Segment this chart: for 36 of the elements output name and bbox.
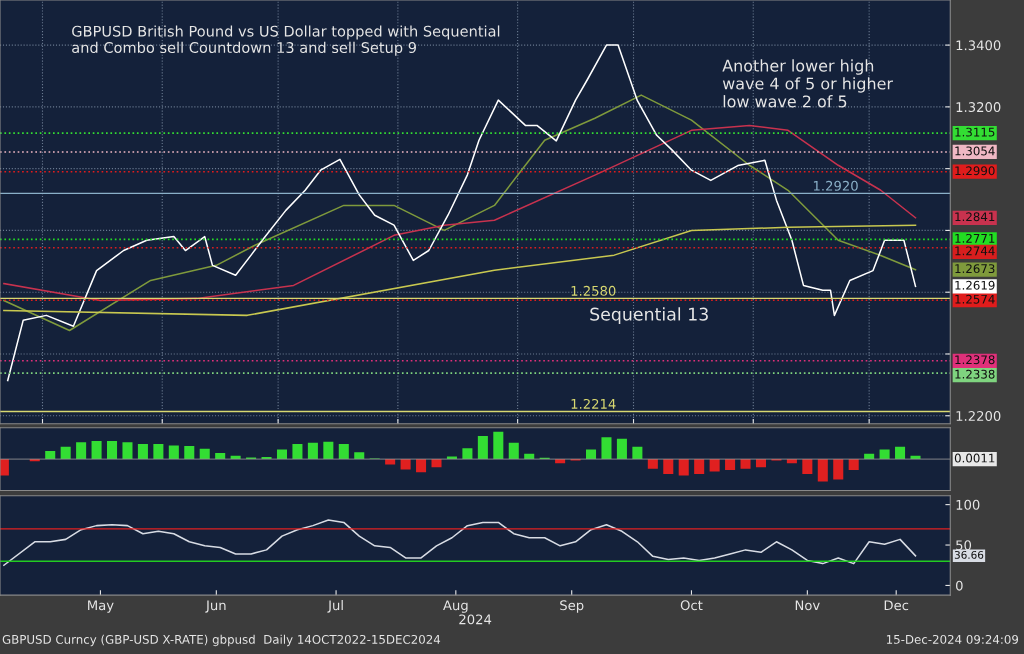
ref-line-label: 1.3054 (955, 146, 995, 156)
annotation: Sequential 13 (590, 307, 708, 325)
text: 1.2619 (955, 280, 995, 290)
x-tick-label: May (88, 600, 114, 613)
text: GBPUSD Curncy (GBP-USD X-RATE) gbpusd Daily 14OCT2022-15DEC2024 (2, 634, 441, 647)
ref-line-label: 1.2574 (955, 294, 995, 304)
annotation: Another lower high wave 4 of 5 or higher low wave 2 of 5 (722, 59, 893, 108)
y-tick-label: 100 (956, 499, 980, 510)
x-tick-label: Jun (205, 600, 226, 613)
x-tick-label: Oct (680, 600, 703, 611)
x-tick-label: Dec (884, 600, 909, 611)
text: 15-Dec-2024 09:24:09 (886, 634, 1019, 644)
x-tick-label: Aug (443, 600, 468, 613)
x-tick-label: Jul (327, 600, 343, 613)
ref-line-label: 1.2990 (955, 166, 995, 176)
y-tick-label: 1.3200 (956, 102, 1001, 113)
y-tick-label: 0 (956, 580, 963, 591)
ref-line-label: 1.2580 (571, 285, 616, 296)
ref-line-label: 1.3115 (955, 127, 995, 137)
ref-line-label: 1.2920 (813, 180, 858, 191)
x-tick-label: Sep (560, 600, 584, 613)
x-axis-title: 2024 (459, 614, 492, 625)
x-tick-label: Nov (795, 600, 820, 611)
y-tick-label: 50 (956, 540, 972, 551)
ref-line-label: 1.2744 (955, 246, 995, 256)
ref-line-label: 1.2214 (571, 398, 616, 409)
y-tick-label: 1.2200 (956, 410, 1001, 421)
text: 36.66 (954, 550, 984, 559)
ref-line-label: 1.2378 (955, 355, 995, 365)
text: 0.0011 (954, 453, 995, 463)
text: 1.2841 (955, 212, 995, 222)
y-tick-label: 1.3400 (956, 40, 1001, 51)
ref-line-label: 1.2771 (955, 233, 995, 243)
text: 1.2673 (955, 264, 995, 274)
ref-line-label: 1.2338 (955, 369, 995, 379)
annotation: GBPUSD British Pound vs US Dollar topped with Sequential and Combo sell Countdown 13 and sell Setup 9 (72, 25, 500, 56)
